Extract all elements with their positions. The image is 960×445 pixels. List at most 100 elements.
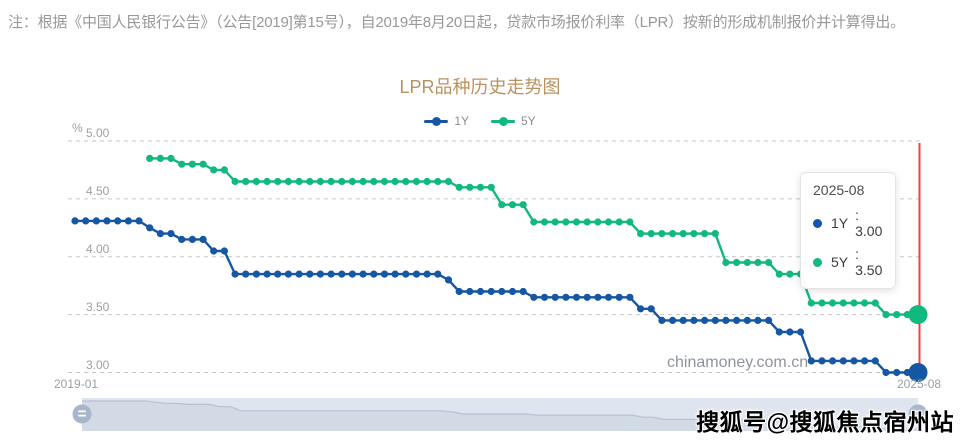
data-point-dot-1y <box>508 287 517 296</box>
data-point-dot-5y <box>412 177 421 186</box>
data-point-dot-1y <box>551 293 559 301</box>
slider-handle-left[interactable] <box>72 404 92 424</box>
data-point-dot-1y <box>210 247 218 255</box>
data-point-dot-5y <box>156 154 164 162</box>
data-point-dot-1y <box>807 357 815 365</box>
data-point-dot-1y <box>220 247 228 255</box>
y-axis-tick-label: 4.50 <box>86 183 110 198</box>
data-point-dot-1y <box>572 293 581 301</box>
data-point-dot-1y <box>498 287 506 296</box>
data-point-dot-5y <box>882 311 890 319</box>
data-point-dot-5y <box>167 154 175 162</box>
data-point-dot-5y <box>765 258 773 267</box>
data-point-dot-1y <box>530 293 538 301</box>
data-point-dot-1y <box>701 316 709 324</box>
data-point-dot-1y <box>423 270 431 278</box>
data-point-dot-1y <box>594 293 602 301</box>
tooltip-row: 5Y: 3.50 <box>813 246 883 278</box>
tooltip-series-dot <box>813 218 822 228</box>
data-point-dot-1y <box>786 328 794 336</box>
y-axis-tick-label: 4.00 <box>86 241 110 256</box>
data-point-dot-5y <box>316 177 324 186</box>
data-point-dot-1y <box>263 270 271 278</box>
data-point-dot-5y <box>359 177 367 186</box>
data-point-dot-5y <box>242 177 250 186</box>
data-point-dot-5y <box>519 201 527 209</box>
legend-item-5y[interactable]: 5Y <box>491 114 536 128</box>
tooltip-series-dot <box>813 257 822 267</box>
data-point-dot-5y <box>295 177 303 186</box>
slider-preview-area <box>82 401 918 431</box>
data-point-dot-1y <box>167 230 175 238</box>
data-point-dot-1y <box>519 287 527 296</box>
y-axis-tick-label: 3.00 <box>86 357 110 372</box>
data-point-dot-1y <box>829 357 837 365</box>
data-point-dot-5y <box>647 230 655 238</box>
data-point-dot-5y <box>839 299 847 307</box>
data-point-dot-1y <box>156 230 164 238</box>
end-point-dot-5y <box>908 305 928 325</box>
data-point-dot-1y <box>434 270 442 278</box>
data-point-dot-5y <box>583 218 591 226</box>
data-point-dot-1y <box>284 270 292 278</box>
data-point-dot-1y <box>476 287 485 296</box>
data-point-dot-5y <box>679 230 687 238</box>
data-point-dot-1y <box>604 293 613 301</box>
chart-legend: 1Y 5Y <box>0 112 960 130</box>
data-point-dot-5y <box>604 218 613 226</box>
data-point-dot-5y <box>690 230 698 238</box>
data-point-dot-5y <box>146 154 154 162</box>
legend-marker-icon <box>491 116 515 126</box>
data-point-dot-5y <box>284 177 292 186</box>
data-point-dot-1y <box>370 270 378 278</box>
tooltip-series-value: : 3.00 <box>855 207 883 239</box>
legend-item-1y[interactable]: 1Y <box>424 114 469 128</box>
data-point-dot-5y <box>743 258 751 267</box>
data-point-dot-1y <box>466 287 474 296</box>
data-point-dot-5y <box>637 230 645 238</box>
data-point-dot-5y <box>487 183 495 191</box>
data-point-dot-1y <box>861 357 869 365</box>
chinamoney-watermark: chinamoney.com.cn <box>667 354 809 371</box>
data-point-dot-5y <box>658 230 666 238</box>
data-point-dot-5y <box>391 177 399 186</box>
data-point-dot-5y <box>733 258 741 267</box>
data-point-dot-1y <box>274 270 282 278</box>
data-point-dot-5y <box>540 218 549 226</box>
data-point-dot-5y <box>594 218 602 226</box>
data-point-dot-5y <box>807 299 815 307</box>
data-point-dot-5y <box>861 299 869 307</box>
data-point-dot-5y <box>722 258 730 267</box>
y-axis-tick-label: 3.50 <box>86 299 110 314</box>
data-point-dot-1y <box>882 368 890 377</box>
data-point-dot-1y <box>711 316 719 324</box>
data-point-dot-1y <box>669 316 677 324</box>
data-point-dot-1y <box>135 217 143 225</box>
data-point-dot-1y <box>615 293 623 301</box>
data-point-dot-5y <box>711 230 719 238</box>
data-point-dot-1y <box>754 316 762 324</box>
data-point-dot-1y <box>839 357 847 365</box>
data-point-dot-1y <box>199 235 207 243</box>
data-point-dot-5y <box>551 218 559 226</box>
data-point-dot-1y <box>231 270 239 278</box>
data-point-dot-1y <box>743 316 751 324</box>
tooltip-row: 1Y: 3.00 <box>813 207 883 239</box>
data-point-dot-1y <box>871 357 879 365</box>
slider-handle-right[interactable] <box>908 404 928 424</box>
data-point-dot-1y <box>626 293 634 301</box>
data-point-dot-1y <box>252 270 260 278</box>
data-point-dot-1y <box>775 328 783 336</box>
data-point-dot-1y <box>583 293 591 301</box>
data-point-dot-1y <box>893 368 901 377</box>
data-point-dot-1y <box>690 316 698 324</box>
data-point-dot-1y <box>188 235 196 243</box>
data-point-dot-1y <box>348 270 356 278</box>
data-point-dot-5y <box>530 218 538 226</box>
data-point-dot-5y <box>615 218 623 226</box>
y-axis-tick-label: 5.00 <box>86 126 110 140</box>
data-point-dot-1y <box>722 316 730 324</box>
data-point-dot-1y <box>850 357 858 365</box>
data-point-dot-1y <box>316 270 324 278</box>
